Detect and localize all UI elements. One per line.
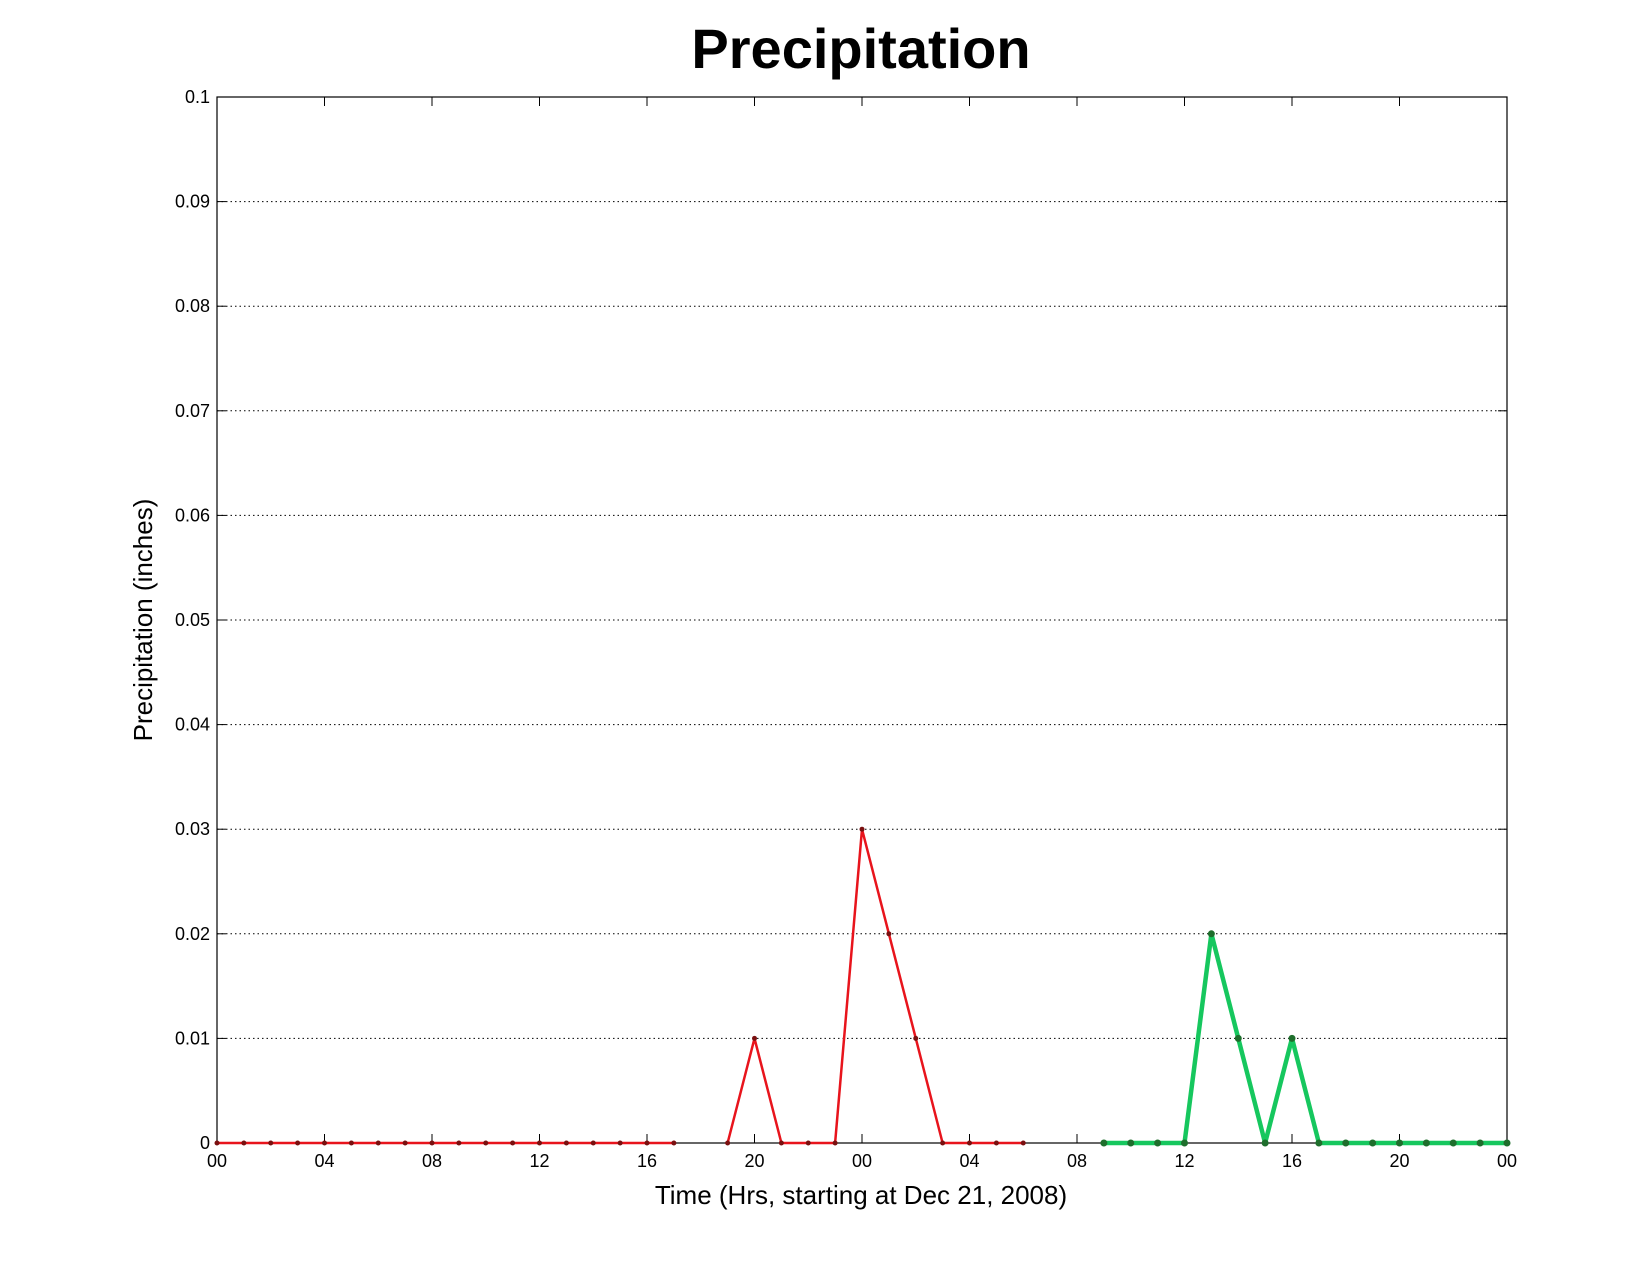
x-tick-label: 00 bbox=[852, 1151, 872, 1171]
y-tick-label: 0.03 bbox=[175, 819, 210, 839]
data-point bbox=[590, 1140, 596, 1146]
data-point bbox=[429, 1140, 435, 1146]
y-tick-label: 0.1 bbox=[185, 87, 210, 107]
y-tick-label: 0 bbox=[200, 1133, 210, 1153]
y-tick-label: 0.05 bbox=[175, 610, 210, 630]
data-point bbox=[859, 826, 865, 832]
data-point bbox=[1315, 1139, 1323, 1147]
data-point bbox=[537, 1140, 542, 1146]
data-point bbox=[214, 1140, 220, 1146]
data-point bbox=[671, 1140, 677, 1146]
data-point bbox=[832, 1140, 838, 1146]
data-point bbox=[778, 1140, 784, 1146]
y-tick-label: 0.04 bbox=[175, 715, 210, 735]
data-point bbox=[993, 1140, 999, 1146]
data-point bbox=[1127, 1139, 1135, 1147]
data-point bbox=[348, 1140, 354, 1146]
data-point bbox=[1020, 1140, 1026, 1146]
axis-ticks: 0 0.01 0.02 0.03 0.04 0.05 0.06 0.07 0.08 0.09 0.1… bbox=[175, 87, 1517, 1171]
data-point bbox=[1261, 1139, 1269, 1147]
data-series bbox=[214, 826, 1511, 1147]
data-point bbox=[375, 1140, 381, 1146]
x-axis-label: Time (Hrs, starting at Dec 21, 2008) bbox=[655, 1180, 1067, 1210]
x-tick-label: 08 bbox=[422, 1151, 442, 1171]
data-point bbox=[886, 931, 892, 937]
y-tick-label: 0.07 bbox=[175, 401, 210, 421]
data-point bbox=[1396, 1139, 1403, 1147]
x-tick-label: 04 bbox=[314, 1151, 334, 1171]
y-tick-label: 0.01 bbox=[175, 1028, 210, 1048]
x-tick-label: 08 bbox=[1067, 1151, 1087, 1171]
series-line bbox=[1103, 931, 1507, 1146]
series-1 bbox=[214, 826, 1026, 1146]
data-point bbox=[483, 1140, 489, 1146]
data-point bbox=[1422, 1139, 1430, 1147]
data-point bbox=[563, 1140, 569, 1146]
data-point bbox=[617, 1140, 623, 1146]
x-tick-label: 20 bbox=[744, 1151, 764, 1171]
chart-title: Precipitation bbox=[691, 17, 1030, 80]
data-point bbox=[402, 1140, 408, 1146]
data-point bbox=[967, 1140, 972, 1146]
x-tick-label: 12 bbox=[1174, 1151, 1194, 1171]
series-line bbox=[726, 827, 1024, 1145]
data-point bbox=[1369, 1139, 1377, 1147]
data-point bbox=[1503, 1139, 1511, 1147]
x-tick-label: 00 bbox=[207, 1151, 227, 1171]
x-tick-label: 20 bbox=[1389, 1151, 1409, 1171]
x-tick-label: 12 bbox=[529, 1151, 549, 1171]
data-point bbox=[1288, 1034, 1296, 1042]
data-point bbox=[725, 1140, 731, 1146]
data-point bbox=[322, 1140, 327, 1146]
data-point bbox=[1342, 1139, 1350, 1147]
data-point bbox=[1154, 1139, 1162, 1147]
y-tick-label: 0.02 bbox=[175, 924, 210, 944]
y-tick-label: 0.09 bbox=[175, 192, 210, 212]
data-point bbox=[510, 1140, 516, 1146]
data-point bbox=[913, 1035, 919, 1041]
y-tick-label: 0.08 bbox=[175, 296, 210, 316]
data-point bbox=[1476, 1139, 1484, 1147]
data-point bbox=[1181, 1139, 1188, 1147]
y-tick-label: 0.06 bbox=[175, 505, 210, 525]
x-tick-label: 04 bbox=[959, 1151, 979, 1171]
x-tick-label: 00 bbox=[1497, 1151, 1517, 1171]
data-point bbox=[295, 1140, 301, 1146]
data-point bbox=[268, 1140, 274, 1146]
data-point bbox=[1207, 930, 1215, 938]
data-point bbox=[644, 1140, 650, 1146]
y-axis-label: Precipitation (inches) bbox=[128, 499, 158, 742]
data-point bbox=[1100, 1139, 1108, 1147]
x-tick-label: 16 bbox=[1282, 1151, 1302, 1171]
data-point bbox=[1449, 1139, 1457, 1147]
data-point bbox=[805, 1140, 811, 1146]
data-point bbox=[940, 1140, 946, 1146]
data-point bbox=[456, 1140, 462, 1146]
series-2 bbox=[1100, 930, 1511, 1147]
data-point bbox=[241, 1140, 247, 1146]
data-point bbox=[752, 1035, 757, 1041]
data-point bbox=[1234, 1034, 1242, 1042]
x-tick-label: 16 bbox=[637, 1151, 657, 1171]
